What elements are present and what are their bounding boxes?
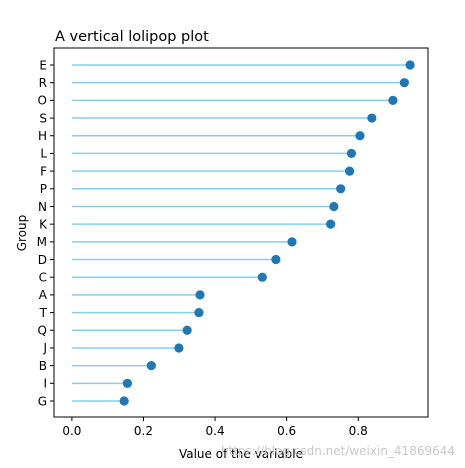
y-tick-label-C: C [39,271,47,285]
y-tick-label-K: K [39,217,48,231]
y-tick-label-R: R [39,76,47,90]
watermark: https://blog.csdn.net/weixin_41869644 [221,444,455,458]
marker-M [287,237,297,247]
y-tick-label-S: S [39,111,47,125]
x-axis-label: Value of the variable [179,447,303,461]
marker-E [405,60,415,70]
x-tick-label-2: 0.4 [206,424,225,438]
marker-H [355,131,365,141]
marker-B [146,361,156,371]
marker-N [329,201,339,212]
marker-P [336,184,346,194]
y-axis-label: Group [15,215,29,252]
y-tick-label-J: J [42,341,47,355]
x-tick-label-4: 0.8 [349,424,368,438]
plot-frame [53,47,429,418]
marker-J [174,343,184,353]
marker-F [345,166,355,176]
markers [119,60,415,406]
marker-O [388,95,398,105]
marker-D [271,254,281,265]
marker-R [399,78,409,88]
chart-title: A vertical lolipop plot [55,29,209,45]
marker-A [195,290,205,300]
y-tick-label-F: F [40,164,47,178]
y-tick-label-D: D [38,253,47,267]
marker-C [257,272,267,282]
marker-K [326,219,336,229]
y-tick-label-A: A [39,288,48,302]
marker-I [122,378,132,388]
y-tick-label-B: B [39,359,47,373]
y-tick-label-I: I [43,377,47,391]
y-tick-label-O: O [38,94,47,108]
y-tick-label-G: G [38,394,47,408]
marker-L [346,148,357,159]
x-axis: 0.0 0.2 0.4 0.6 0.8 [62,417,368,438]
stems [71,64,411,402]
x-tick-label-1: 0.2 [134,424,153,438]
y-tick-label-L: L [40,147,47,161]
y-tick-label-H: H [38,129,47,143]
y-tick-label-Q: Q [38,324,47,338]
y-tick-label-M: M [37,235,47,249]
x-tick-label-0: 0.0 [62,424,81,438]
marker-G [119,396,129,406]
marker-S [367,113,377,123]
marker-T [194,307,204,318]
y-tick-label-N: N [38,200,47,214]
y-tick-label-P: P [40,182,47,196]
marker-Q [182,325,192,335]
y-tick-label-E: E [39,58,47,72]
x-tick-label-3: 0.6 [277,424,296,438]
y-tick-label-T: T [39,306,48,320]
